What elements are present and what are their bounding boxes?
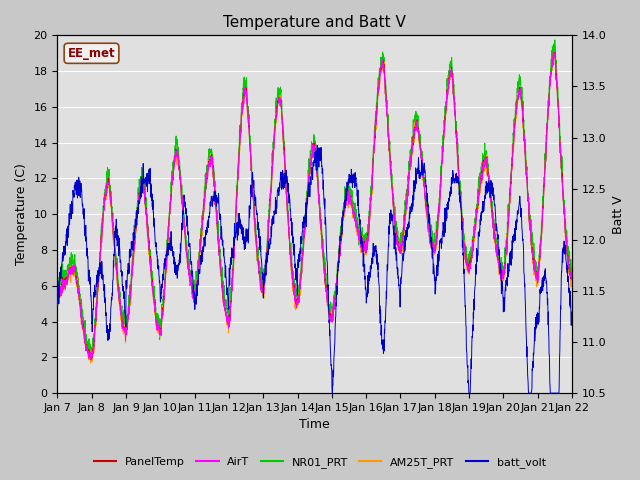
- Text: EE_met: EE_met: [68, 47, 115, 60]
- Title: Temperature and Batt V: Temperature and Batt V: [223, 15, 406, 30]
- Legend: PanelTemp, AirT, NR01_PRT, AM25T_PRT, batt_volt: PanelTemp, AirT, NR01_PRT, AM25T_PRT, ba…: [90, 452, 550, 472]
- Y-axis label: Batt V: Batt V: [612, 195, 625, 234]
- X-axis label: Time: Time: [300, 419, 330, 432]
- Y-axis label: Temperature (C): Temperature (C): [15, 163, 28, 265]
